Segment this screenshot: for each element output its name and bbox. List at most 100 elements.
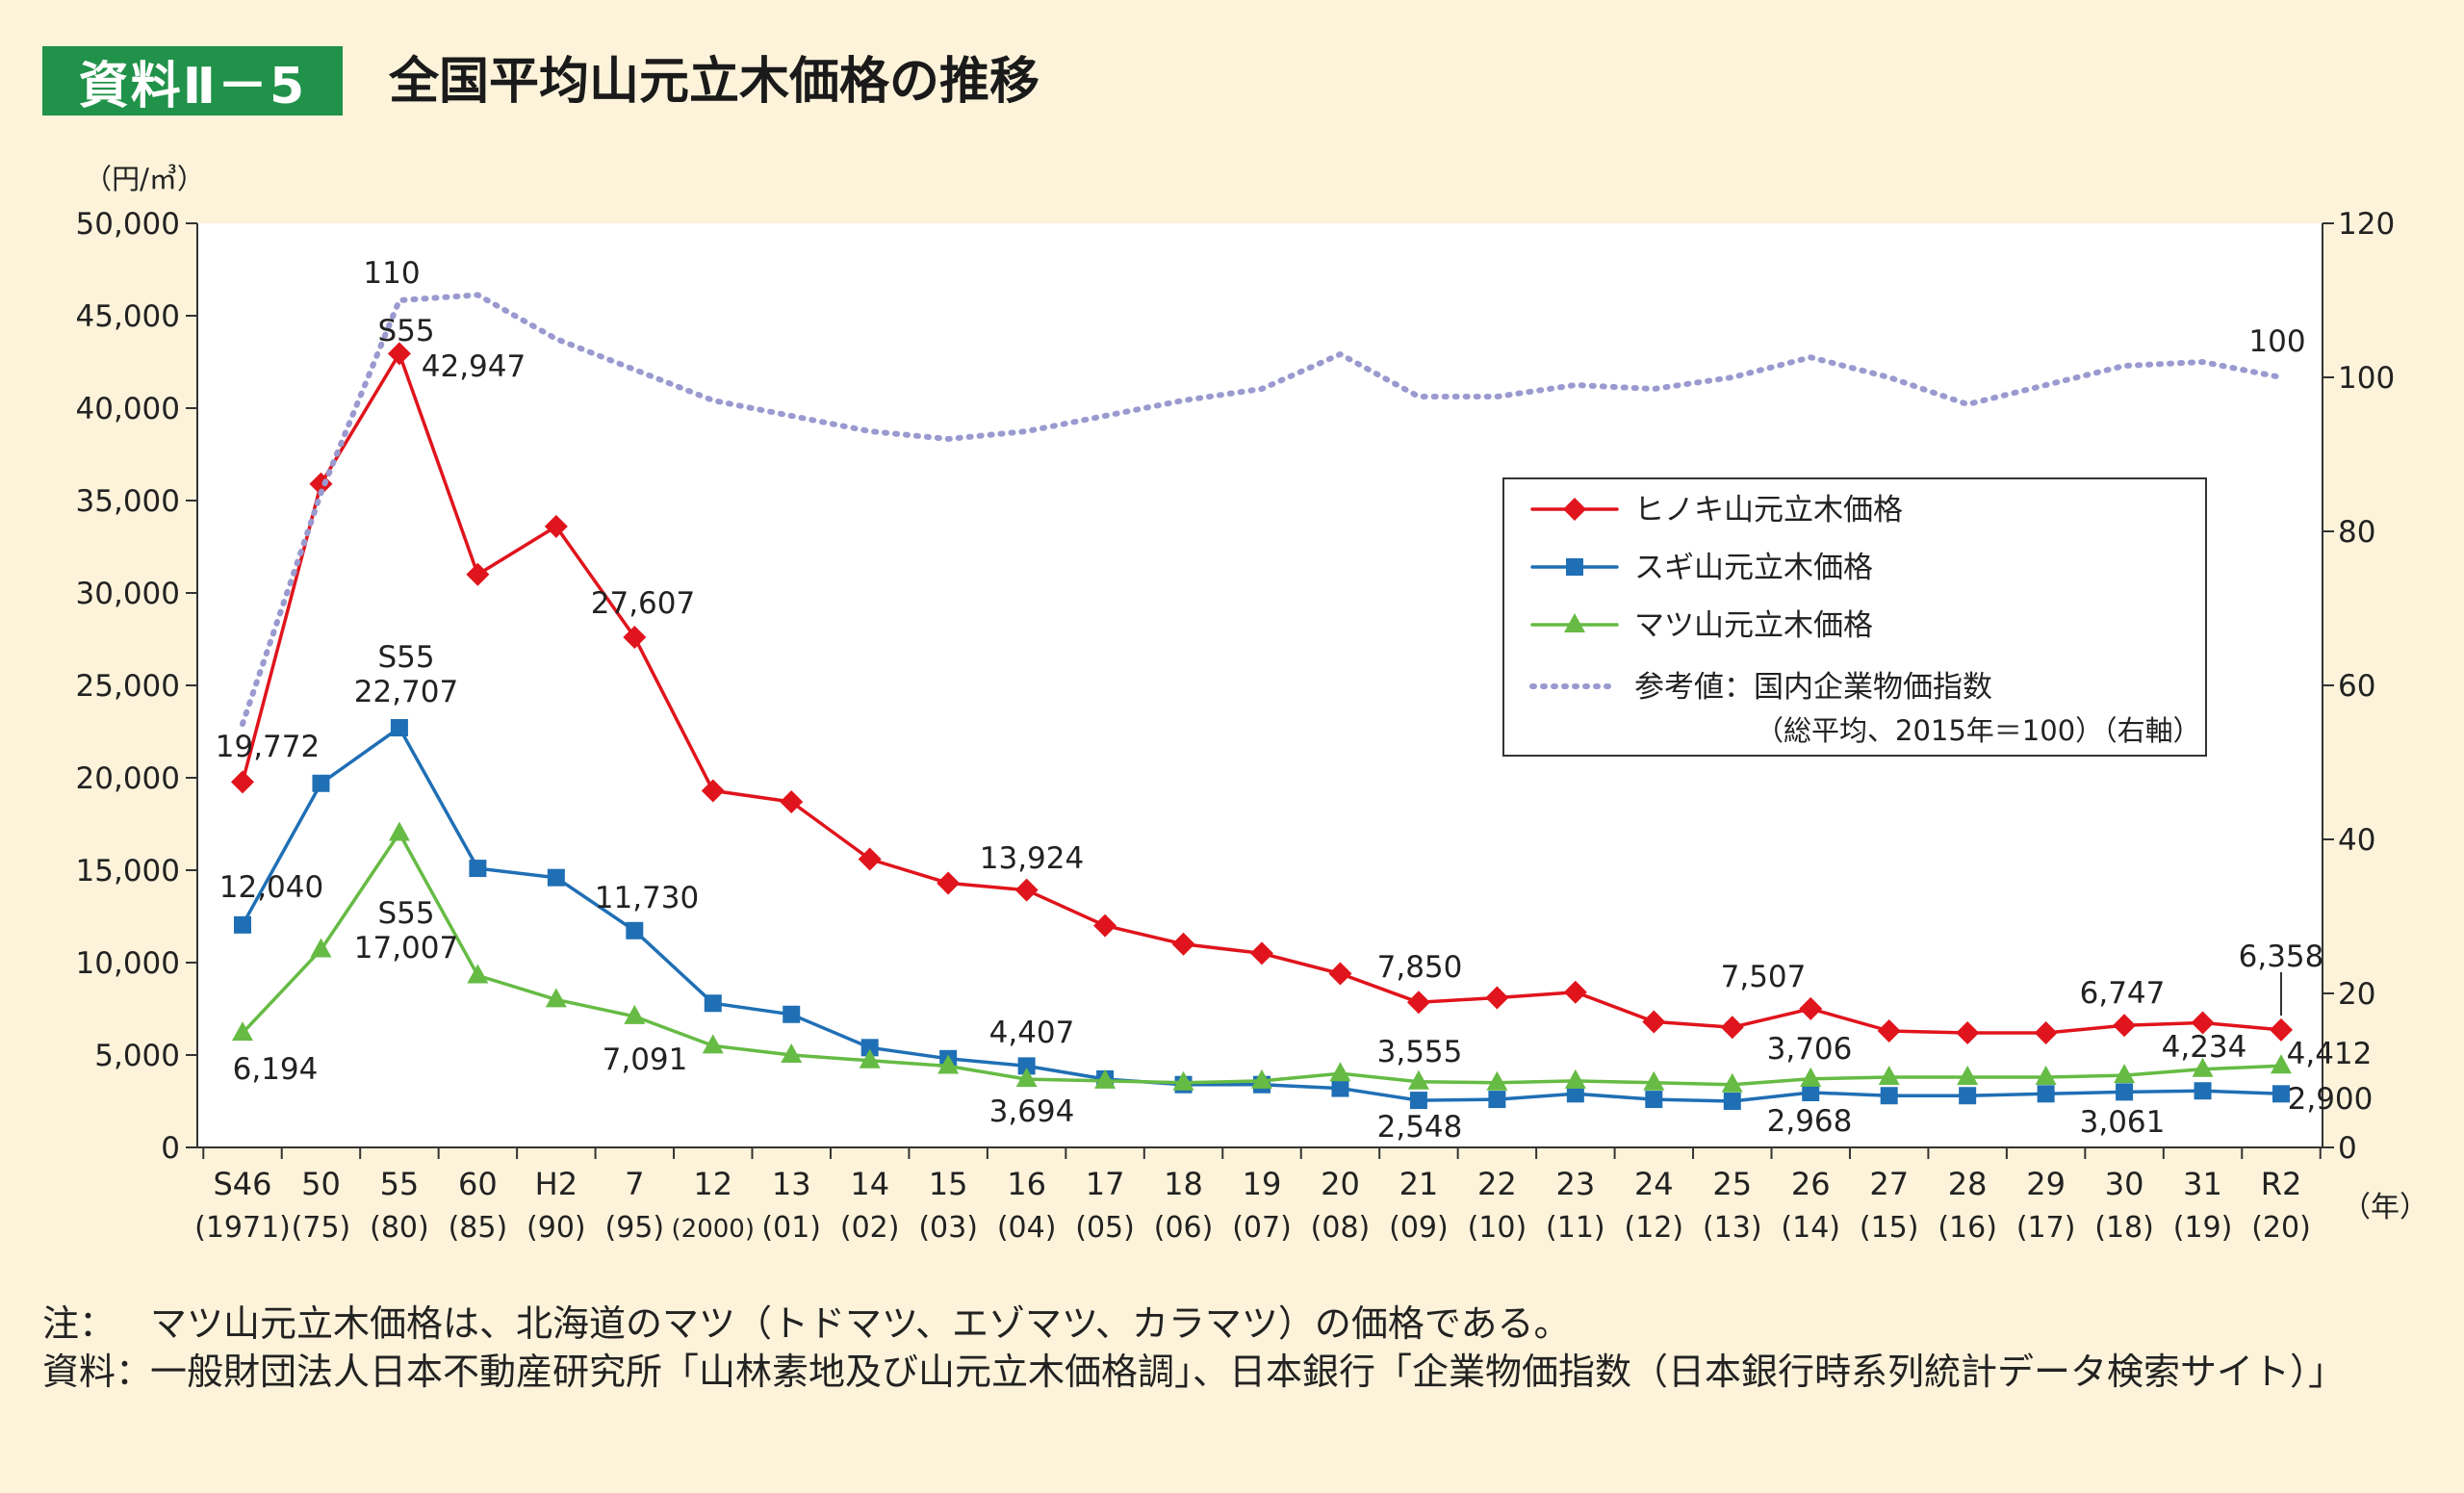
x-tick-sublabel: (18) [2094,1211,2154,1245]
legend-box [1502,477,2207,757]
x-tick-label: 29 [2026,1166,2066,1202]
data-label: 7,850 [1377,950,1463,985]
data-point-sugi [234,915,251,934]
x-tick-sublabel: (05) [1075,1211,1135,1245]
data-point-hinoki [2270,1017,2293,1042]
x-tick-sublabel: (08) [1311,1211,1371,1245]
data-point-matsu [1251,1068,1272,1089]
x-tick-sublabel: (07) [1232,1211,1292,1245]
data-point-hinoki [1642,1010,1666,1034]
source-head: 資料： [42,1351,153,1393]
data-point-hinoki [231,770,254,794]
x-tick-sublabel: (13) [1703,1211,1762,1245]
data-point-matsu [1564,1068,1586,1089]
data-point-sugi [1566,1085,1584,1103]
x-axis-unit: （年） [2342,1191,2428,1224]
x-tick-label: 26 [1791,1166,1831,1202]
data-point-sugi [1488,1091,1506,1109]
y-tick-label-right: 40 [2338,823,2375,858]
x-tick-label: 15 [929,1166,968,1202]
data-point-sugi [1645,1091,1663,1109]
note-text: マツ山元立木価格は、北海道のマツ（トドマツ、エゾマツ、カラマツ）の価格である。 [150,1302,1571,1345]
x-tick-sublabel: (1971) [194,1211,291,1245]
data-label: 3,694 [989,1094,1075,1129]
x-tick-label: 24 [1634,1166,1674,1202]
data-point-sugi [312,774,330,792]
data-point-matsu [1329,1062,1351,1082]
data-point-hinoki [623,625,647,649]
data-point-matsu [1643,1070,1665,1091]
data-point-hinoki [387,342,411,366]
x-tick-sublabel: (09) [1389,1211,1449,1245]
data-point-hinoki [701,779,725,803]
data-point-matsu [624,1004,646,1024]
data-point-sugi [1331,1079,1349,1097]
y-tick-label-right: 80 [2338,515,2375,550]
x-tick-label: 18 [1164,1166,1203,1202]
y-tick-label-right: 60 [2338,669,2375,704]
source-row: 資料： 一般財団法人日本不動産研究所「山林素地及び山元立木価格調」、日本銀行「企… [42,1348,2429,1396]
y-tick-label-left: 45,000 [76,299,180,334]
data-point-hinoki [858,847,882,871]
data-point-hinoki [1720,1016,1744,1040]
data-point-hinoki [1171,932,1195,956]
y-tick-label-left: 35,000 [76,484,180,519]
y-tick-label-left: 25,000 [76,669,180,704]
data-point-sugi [547,868,565,887]
line-chart: 0 5,000 10,000 15,000 20,000 25,000 30,000 35,0… [76,163,2428,1245]
data-label: 42,947 [422,349,526,384]
figure-number-badge: 資料Ⅱ－5 [42,46,343,116]
data-point-hinoki [1563,980,1587,1004]
x-tick-sublabel: (02) [840,1211,900,1245]
data-point-hinoki [309,472,333,496]
data-point-sugi [2194,1082,2212,1100]
data-label: 6,747 [2080,976,2166,1011]
data-label: 4,234 [2162,1030,2247,1065]
x-tick-label: R2 [2261,1166,2302,1202]
data-point-matsu [859,1048,881,1068]
data-point-matsu [2192,1057,2214,1077]
data-point-hinoki [780,789,804,813]
data-label: S55 [377,896,434,931]
data-label: 19,772 [216,730,320,764]
data-point-sugi [1723,1093,1741,1110]
figure-title: 全国平均山元立木価格の推移 [389,53,1040,111]
x-tick-label: 50 [301,1166,341,1202]
data-point-hinoki [1799,996,1823,1020]
data-point-sugi [1017,1057,1036,1075]
data-point-matsu [1015,1068,1038,1088]
data-label: 22,707 [354,675,458,709]
x-tick-sublabel: (14) [1781,1211,1840,1245]
data-label: 7,091 [603,1043,688,1077]
x-tick-sublabel: (16) [1938,1211,1997,1245]
data-point-hinoki [1328,962,1352,986]
x-tick-label: 7 [625,1166,644,1202]
y-tick-label-left: 15,000 [76,854,180,888]
x-tick-label: 17 [1086,1166,1125,1202]
x-tick-label: 22 [1477,1166,1517,1202]
x-tick-sublabel: (01) [761,1211,821,1245]
note-head: 注： [42,1302,116,1345]
data-point-matsu [388,821,410,841]
y-tick-label-right: 100 [2338,361,2395,396]
data-point-hinoki [544,514,568,538]
data-point-sugi [704,994,722,1013]
x-tick-label: 12 [693,1166,732,1202]
x-tick-sublabel: (80) [370,1211,429,1245]
x-tick-sublabel: (11) [1546,1211,1605,1245]
data-label: 7,507 [1721,960,1807,994]
data-point-hinoki [466,562,490,586]
data-label: 4,412 [2287,1037,2373,1071]
data-label: 6,358 [2239,940,2324,974]
legend-label: （総平均、2015年＝100）（右軸） [1756,714,2201,747]
y-tick-label-left: 20,000 [76,761,180,796]
data-point-hinoki [1406,991,1430,1015]
data-point-hinoki [937,871,961,895]
x-tick-sublabel: (85) [449,1211,508,1245]
data-point-matsu [310,938,332,958]
x-tick-sublabel: (06) [1154,1211,1214,1245]
data-point-hinoki [1485,986,1509,1010]
y-tick-label-left: 30,000 [76,577,180,611]
x-tick-sublabel: (20) [2251,1211,2311,1245]
